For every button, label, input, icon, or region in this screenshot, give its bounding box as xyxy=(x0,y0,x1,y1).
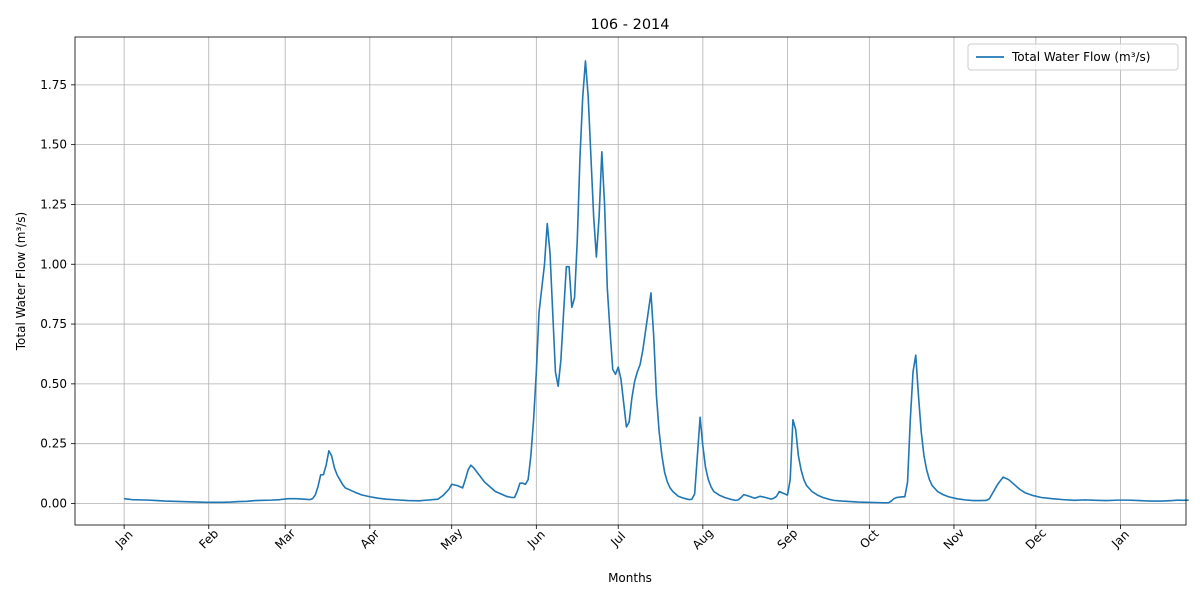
x-axis-ticks: Jan Feb Mar Apr May Jun Jul Aug Sep Oct Nov Dec Jan xyxy=(112,525,1132,553)
x-tick-label: Feb xyxy=(196,527,221,552)
x-tick-label: Jul xyxy=(607,529,628,550)
y-tick-label: 1.25 xyxy=(40,197,67,211)
x-tick-label: Aug xyxy=(690,526,716,552)
plot-frame xyxy=(74,36,1187,526)
y-tick-label: 1.00 xyxy=(40,257,67,271)
x-tick-label: Jan xyxy=(1108,528,1132,552)
y-axis-label: Total Water Flow (m³/s) xyxy=(14,212,28,352)
x-tick-label: Mar xyxy=(272,526,298,552)
y-axis-ticks: 0.00 0.25 0.50 0.75 1.00 1.25 1.50 1.75 xyxy=(40,78,75,510)
legend-box xyxy=(967,43,1179,71)
x-tick-label: Jan xyxy=(112,528,136,552)
legend: Total Water Flow (m³/s) xyxy=(967,43,1179,71)
y-tick-label: 1.50 xyxy=(40,138,67,152)
x-tick-label: Apr xyxy=(358,527,383,552)
x-tick-label: Sep xyxy=(775,526,801,552)
grid-lines xyxy=(75,37,1186,525)
x-axis-label: Months xyxy=(608,571,652,585)
y-tick-label: 1.75 xyxy=(40,78,67,92)
x-tick-label: Oct xyxy=(857,527,882,552)
x-tick-label: Dec xyxy=(1023,526,1049,552)
y-tick-label: 0.50 xyxy=(40,377,67,391)
y-tick-label: 0.25 xyxy=(40,437,67,451)
plot-area xyxy=(124,60,1189,504)
x-tick-label: Jun xyxy=(524,527,548,551)
chart-title: 106 - 2014 xyxy=(590,17,669,33)
x-tick-label: Nov xyxy=(941,526,967,552)
x-tick-label: May xyxy=(438,525,465,552)
legend-entry: Total Water Flow (m³/s) xyxy=(1011,50,1151,64)
series-line-total-water-flow xyxy=(124,60,1189,504)
y-tick-label: 0.75 xyxy=(40,317,67,331)
y-tick-label: 0.00 xyxy=(40,496,67,510)
